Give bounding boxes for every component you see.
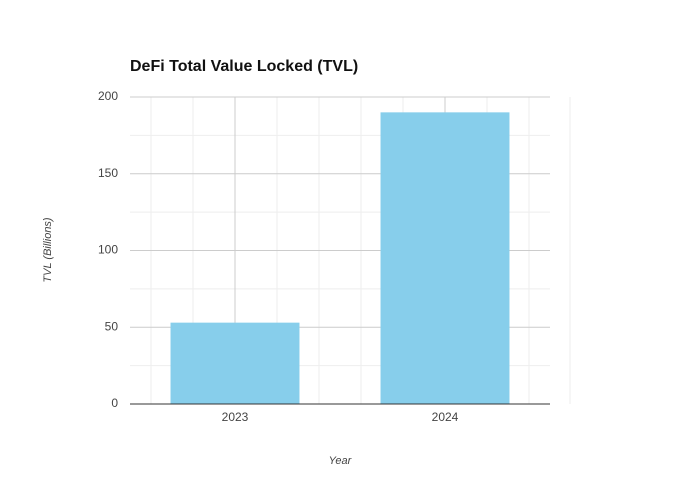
x-axis-label: Year xyxy=(329,455,353,467)
y-tick-label: 50 xyxy=(105,319,119,333)
chart-title: DeFi Total Value Locked (TVL) xyxy=(130,58,358,75)
y-tick-label: 200 xyxy=(98,89,118,103)
x-tick-label: 2024 xyxy=(432,410,459,424)
y-tick-label: 100 xyxy=(98,243,118,257)
bar xyxy=(380,112,510,404)
y-tick-label: 150 xyxy=(98,166,118,180)
y-axis-label: TVL (Billions) xyxy=(42,217,54,283)
bar xyxy=(170,322,300,404)
x-tick-label: 2023 xyxy=(222,410,249,424)
y-tick-label: 0 xyxy=(111,396,118,410)
